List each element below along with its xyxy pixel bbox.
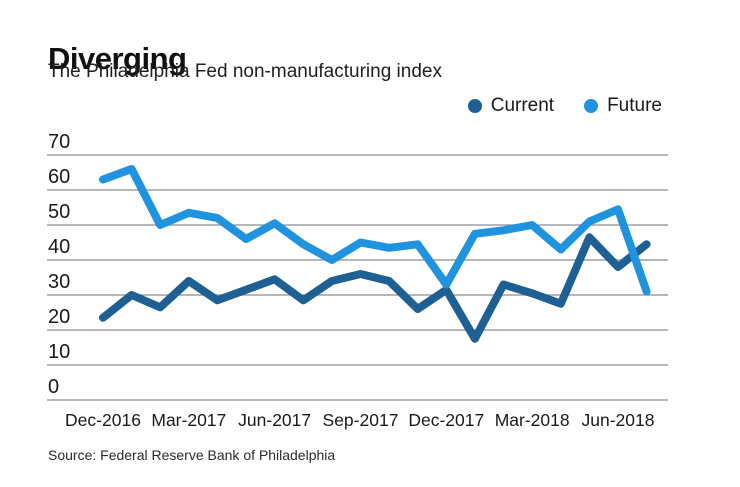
current-series-dot-icon — [467, 99, 482, 113]
x-tick-label-Dec-2016: Dec-2016 — [65, 410, 141, 430]
y-tick-label-30: 30 — [48, 271, 70, 293]
x-tick-label-Mar-2017: Mar-2017 — [151, 410, 226, 430]
y-tick-label-70: 70 — [48, 131, 70, 153]
current-line — [99, 233, 651, 343]
x-tick-label-Dec-2017: Dec-2017 — [408, 410, 484, 430]
future-line — [99, 165, 651, 296]
legend-item-current: Current — [467, 95, 555, 117]
y-tick-label-50: 50 — [48, 201, 70, 223]
y-tick-label-10: 10 — [48, 341, 70, 363]
y-tick-label-20: 20 — [48, 306, 70, 328]
x-tick-label-Jun-2018: Jun-2018 — [581, 410, 654, 430]
y-tick-label-0: 0 — [48, 376, 59, 398]
x-tick-label-Sep-2017: Sep-2017 — [323, 410, 399, 430]
y-tick-label-40: 40 — [48, 236, 70, 258]
legend-label-future: Future — [607, 95, 662, 116]
legend: Current Future — [410, 95, 662, 117]
future-series-dot-icon — [584, 99, 599, 113]
chart-title: Diverging — [48, 40, 187, 76]
legend-label-current: Current — [490, 95, 555, 116]
x-tick-label-Jun-2017: Jun-2017 — [238, 410, 311, 430]
legend-item-future: Future — [584, 95, 662, 117]
y-tick-label-60: 60 — [48, 166, 70, 188]
x-tick-label-Mar-2018: Mar-2018 — [495, 410, 570, 430]
source-note: Source: Federal Reserve Bank of Philadel… — [48, 447, 336, 463]
chart-subtitle: The Philadelphia Fed non-manufacturing i… — [48, 61, 442, 82]
